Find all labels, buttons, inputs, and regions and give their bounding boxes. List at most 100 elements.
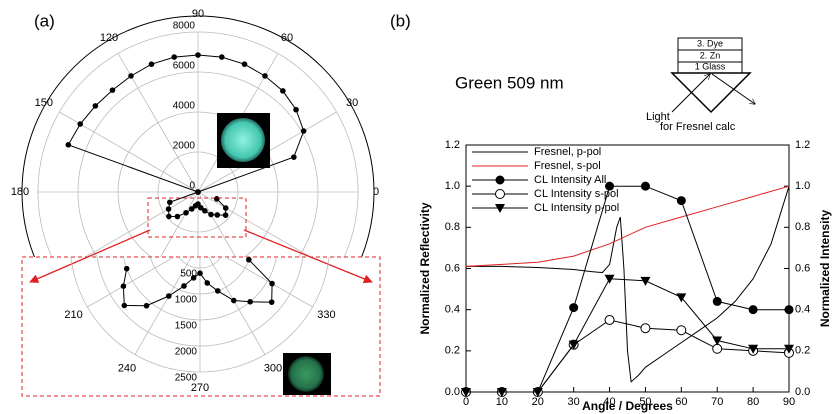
- diagram-caption: for Fresnel calc: [660, 121, 736, 133]
- x-tick-label: 70: [711, 396, 723, 408]
- data-point: [241, 61, 248, 68]
- marker: [496, 388, 507, 397]
- data-point: [121, 302, 128, 309]
- r-tick-label: 8000: [173, 21, 196, 32]
- y2-tick-label: 1.2: [795, 139, 810, 151]
- theta-label: 60: [281, 32, 293, 44]
- theta-label: 270: [191, 382, 209, 394]
- marker: [784, 305, 794, 315]
- data-point: [246, 257, 252, 263]
- y-tick-label: 0.8: [445, 221, 460, 233]
- r-tick-label: 2500: [175, 373, 198, 384]
- theta-label: 120: [100, 32, 118, 44]
- data-point: [165, 206, 172, 212]
- data-point: [262, 73, 268, 79]
- series-line: [465, 185, 790, 267]
- data-point: [181, 283, 187, 289]
- data-point: [77, 121, 84, 127]
- marker: [640, 323, 651, 334]
- marker: [748, 344, 759, 354]
- data-point: [231, 297, 237, 304]
- data-point: [143, 302, 150, 309]
- data-point: [166, 293, 172, 299]
- marker: [605, 181, 615, 191]
- theta-label: 0: [373, 186, 379, 198]
- marker: [461, 388, 471, 397]
- y2-tick-label: 0.4: [795, 304, 810, 316]
- r-tick-label: 0: [189, 181, 195, 192]
- light-ray: [671, 74, 710, 113]
- marker: [712, 296, 722, 306]
- r-tick-label: 4000: [173, 101, 196, 112]
- layer-label: 3. Dye: [697, 38, 723, 48]
- r-tick-label: 1500: [175, 321, 198, 332]
- x-tick-label: 40: [603, 396, 615, 408]
- series-line: [466, 278, 789, 393]
- data-point: [300, 128, 307, 134]
- theta-label: 30: [346, 97, 358, 109]
- r-tick-label: 1000: [175, 295, 198, 306]
- series-line: [466, 185, 789, 393]
- data-point: [213, 196, 220, 202]
- data-point: [166, 213, 172, 220]
- data-point: [189, 206, 195, 212]
- theta-label: 90: [192, 8, 204, 20]
- legend-label: CL Intensity p-pol: [534, 202, 619, 214]
- layer-label: 1 Glass: [695, 61, 726, 71]
- data-point: [202, 207, 208, 214]
- annotation: Green 509 nm: [455, 73, 564, 92]
- r-tick-label: 500: [180, 269, 197, 280]
- theta-label: 330: [317, 309, 335, 321]
- theta-label: 300: [264, 362, 282, 374]
- x-tick-label: 20: [532, 396, 544, 408]
- marker: [604, 274, 615, 284]
- layer-label: 2. Zn: [700, 50, 721, 60]
- marker: [640, 276, 651, 286]
- data-point: [195, 52, 201, 58]
- data-point: [269, 280, 275, 287]
- data-point: [218, 54, 225, 60]
- x-tick-label: 80: [747, 396, 759, 408]
- r-tick-label: 6000: [173, 61, 196, 72]
- light-ray: [711, 73, 755, 104]
- data-point: [247, 298, 253, 305]
- data-point: [183, 209, 189, 216]
- series-line: [466, 186, 790, 383]
- data-point: [214, 212, 221, 218]
- data-point: [268, 299, 275, 305]
- r-tick-label: 2000: [173, 141, 196, 152]
- y2-tick-label: 0.8: [795, 221, 810, 233]
- x-tick-label: 0: [463, 396, 469, 408]
- layer-diagram: 3. Dye 2. Zn 1 Glass Light for Fresnel c…: [646, 37, 755, 133]
- data-point: [195, 189, 201, 195]
- x-tick-label: 90: [783, 396, 795, 408]
- data-point: [280, 88, 286, 94]
- x-tick-label: 10: [496, 396, 508, 408]
- data-point: [291, 154, 297, 160]
- marker: [604, 314, 615, 325]
- series-line: [466, 319, 790, 393]
- data-point: [222, 205, 229, 211]
- theta-label: 210: [64, 309, 82, 321]
- marker: [495, 175, 505, 185]
- r-tick-label: 2000: [175, 347, 198, 358]
- data-point: [167, 199, 173, 206]
- data-point: [123, 265, 130, 272]
- x-tick-label: 50: [639, 396, 651, 408]
- zoom-arrow: [29, 229, 151, 283]
- data-point: [120, 283, 127, 290]
- photo-spot: [288, 356, 324, 392]
- theta-label: 240: [118, 362, 136, 374]
- legend-label: CL Intensity All: [534, 174, 606, 186]
- panel-label: (a): [34, 11, 55, 30]
- x-axis-title: Angle / Degrees: [582, 399, 673, 413]
- zoom-box: [147, 197, 247, 238]
- data-point: [92, 103, 99, 109]
- marker: [748, 305, 758, 315]
- legend-label: Fresnel, s-pol: [534, 160, 601, 172]
- panel-label: (b): [390, 11, 411, 30]
- marker: [712, 336, 723, 346]
- y-tick-label: 1.2: [445, 139, 460, 151]
- y-tick-label: 0.6: [445, 262, 460, 274]
- marker: [495, 189, 505, 199]
